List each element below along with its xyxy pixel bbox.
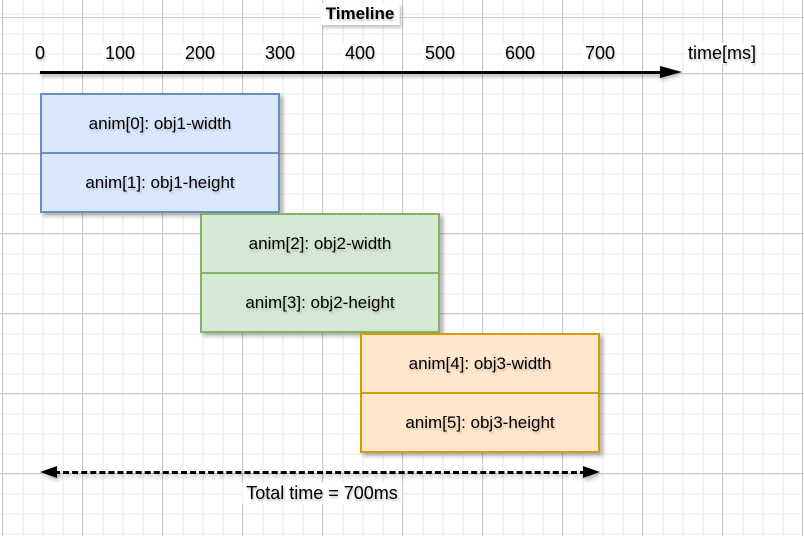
anim-bar-1: anim[1]: obj1-height (42, 152, 278, 211)
track-group-obj1: anim[0]: obj1-width anim[1]: obj1-height (40, 93, 280, 213)
axis-tick-500: 500 (421, 43, 459, 64)
anim-bar-5: anim[5]: obj3-height (362, 392, 598, 451)
total-time-dashed-line (54, 471, 586, 474)
axis-tick-700: 700 (581, 43, 619, 64)
anim-bar-3: anim[3]: obj2-height (202, 272, 438, 331)
time-axis-arrowhead-icon (660, 66, 682, 78)
arrow-left-icon (40, 466, 57, 478)
anim-bar-4: anim[4]: obj3-width (408, 353, 552, 373)
axis-unit-label: time[ms] (684, 43, 760, 64)
axis-tick-100: 100 (101, 43, 139, 64)
total-time-label: Total time = 700ms (242, 483, 402, 504)
axis-tick-300: 300 (261, 43, 299, 64)
axis-tick-600: 600 (501, 43, 539, 64)
track-group-obj2: anim[2]: obj2-width anim[3]: obj2-height (200, 213, 440, 333)
anim-bar-2: anim[2]: obj2-width (248, 233, 392, 253)
diagram-title: Timeline (320, 3, 400, 25)
track-group-obj3: anim[4]: obj3-width anim[5]: obj3-height (360, 333, 600, 453)
time-axis-line (40, 71, 664, 74)
axis-tick-0: 0 (31, 43, 49, 64)
anim-bar-0: anim[0]: obj1-width (88, 113, 232, 133)
axis-tick-400: 400 (341, 43, 379, 64)
axis-tick-200: 200 (181, 43, 219, 64)
arrow-right-icon (583, 466, 600, 478)
